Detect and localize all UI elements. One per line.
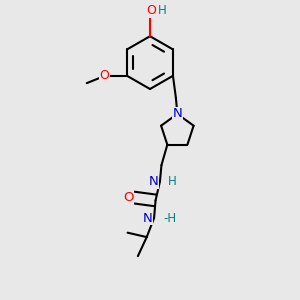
Text: -H: -H: [164, 212, 177, 224]
Text: H: H: [168, 175, 177, 188]
Text: H: H: [158, 4, 167, 17]
Text: O: O: [123, 191, 134, 204]
Text: O: O: [146, 4, 156, 17]
Text: N: N: [143, 212, 153, 224]
Text: O: O: [99, 69, 109, 82]
Text: N: N: [172, 107, 182, 120]
Text: N: N: [149, 175, 158, 188]
